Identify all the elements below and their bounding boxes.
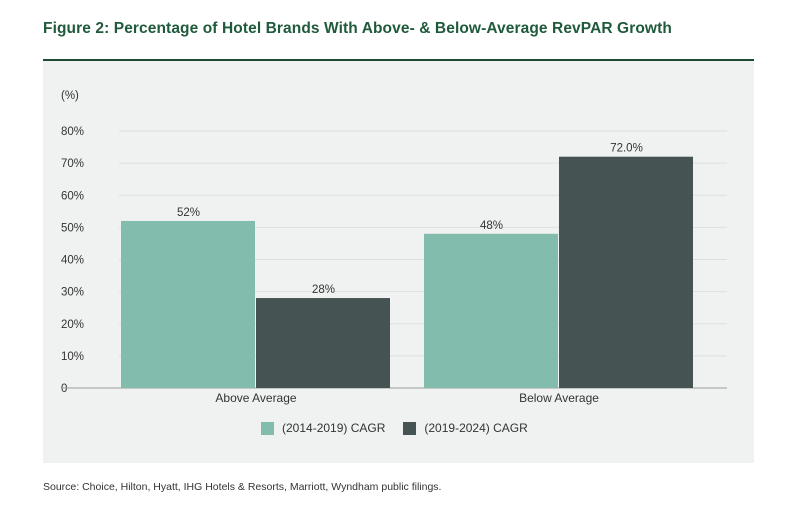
legend-item-series-2: (2019-2024) CAGR bbox=[403, 421, 528, 435]
source-note: Source: Choice, Hilton, Hyatt, IHG Hotel… bbox=[43, 481, 442, 493]
chart-panel: (%) 0 10% 20% 30% 40% 50% 60% 70% 80% 52% 28% Above … bbox=[43, 59, 754, 463]
legend-swatch-series-2 bbox=[403, 421, 417, 435]
legend-swatch-series-1 bbox=[261, 421, 274, 435]
x-category-label: Below Average bbox=[519, 391, 599, 405]
legend-label-series-2: (2019-2024) CAGR bbox=[424, 421, 528, 435]
y-tick-label: 80% bbox=[61, 126, 84, 138]
y-tick-label: 60% bbox=[61, 190, 84, 202]
y-tick-label: 10% bbox=[61, 351, 84, 363]
legend-item-series-1: (2014-2019) CAGR bbox=[261, 421, 385, 435]
data-label: 28% bbox=[312, 284, 335, 296]
x-category-label: Above Average bbox=[215, 391, 297, 405]
bar-chart: (%) 0 10% 20% 30% 40% 50% 60% 70% 80% 52% 28% Above … bbox=[61, 90, 727, 405]
bar-below-average-series-1 bbox=[424, 233, 558, 388]
legend-label-series-1: (2014-2019) CAGR bbox=[282, 421, 386, 435]
y-tick-label: 0 bbox=[61, 383, 67, 395]
bar-above-average-series-2 bbox=[256, 298, 390, 388]
y-tick-label: 40% bbox=[61, 255, 84, 267]
chart-legend: (2014-2019) CAGR (2019-2024) CAGR bbox=[261, 421, 546, 435]
y-tick-label: 20% bbox=[61, 319, 84, 331]
data-label: 48% bbox=[480, 220, 503, 232]
bar-above-average-series-1 bbox=[121, 220, 255, 388]
y-tick-label: 70% bbox=[61, 158, 84, 170]
y-tick-label: 50% bbox=[61, 222, 84, 234]
y-tick-label: 30% bbox=[61, 287, 84, 299]
data-label: 52% bbox=[177, 207, 200, 219]
y-axis-unit-label: (%) bbox=[61, 90, 79, 102]
data-label: 72.0% bbox=[610, 143, 643, 155]
chart-title: Figure 2: Percentage of Hotel Brands Wit… bbox=[43, 20, 672, 37]
bar-below-average-series-2 bbox=[559, 156, 693, 388]
